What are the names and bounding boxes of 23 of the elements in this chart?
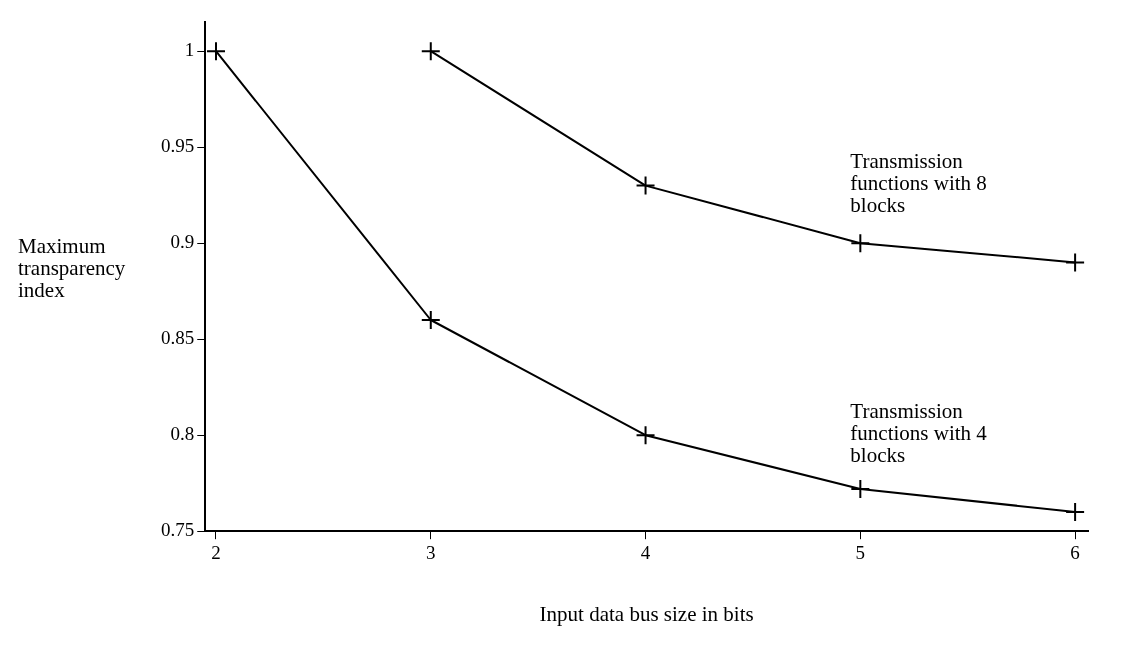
point xyxy=(635,175,656,196)
x-tick-label: 3 xyxy=(426,541,436,563)
y-tick-label: 0.95 xyxy=(161,135,195,157)
point xyxy=(850,478,871,499)
y-tick-label: 0.8 xyxy=(170,423,195,445)
point xyxy=(420,41,441,62)
x-axis-title: Input data bus size in bits xyxy=(539,602,754,627)
y-tick-label: 0.85 xyxy=(161,327,195,349)
x-tick-label: 5 xyxy=(855,541,866,563)
point xyxy=(850,233,871,254)
point xyxy=(1065,502,1086,522)
x-tick-label: 2 xyxy=(211,541,221,563)
series-label: Transmission functions with 8 blocks xyxy=(850,149,987,218)
y-axis-title: Maximum transparency index xyxy=(18,234,126,303)
series-label: Transmission functions with 4 blocks xyxy=(850,399,988,467)
point xyxy=(1065,252,1086,273)
x-tick-label: 6 xyxy=(1070,541,1080,563)
x-tick-label: 4 xyxy=(640,541,651,563)
point xyxy=(635,425,656,446)
y-tick-label: 1 xyxy=(184,39,195,61)
y-tick-label: 0.75 xyxy=(161,519,195,541)
y-tick-label: 0.9 xyxy=(170,231,195,253)
point xyxy=(420,310,441,330)
